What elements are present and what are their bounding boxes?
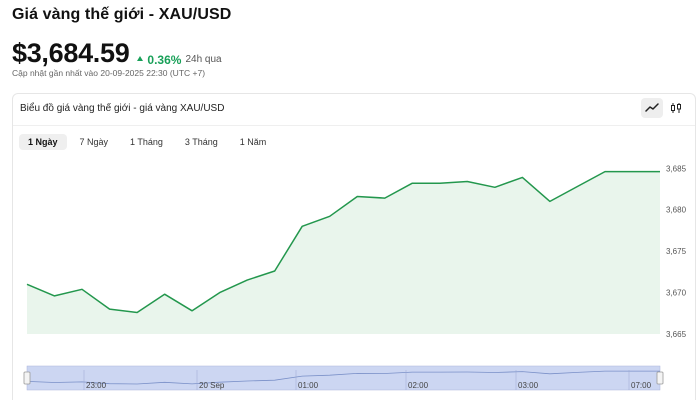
chart-view-toggle [641,98,687,118]
navigator-tick-label: 03:00 [518,381,539,390]
range-tabs: 1 Ngày 7 Ngày 1 Tháng 3 Tháng 1 Năm [19,134,275,150]
page-title: Giá vàng thế giới - XAU/USD [12,6,232,23]
price-row: $3,684.59 0.36% 24h qua [12,38,222,69]
navigator-line [26,370,660,385]
candlestick-view-button[interactable] [665,98,687,118]
y-tick-label: 3,680 [666,206,687,215]
navigator[interactable]: 23:00 20 Sep 01:00 02:00 03:00 07:00 [23,365,664,391]
y-tick-label: 3,685 [666,164,687,173]
tab-7-days[interactable]: 7 Ngày [79,137,109,147]
navigator-tick-label: 02:00 [408,381,429,390]
navigator-left-handle[interactable] [23,371,31,385]
navigator-tick-label: 23:00 [86,381,107,390]
tab-1-year[interactable]: 1 Năm [239,137,267,147]
navigator-tick-label: 07:00 [631,381,652,390]
line-view-button[interactable] [641,98,663,118]
tab-1-day[interactable]: 1 Ngày [19,134,67,150]
last-updated: Cập nhật gần nhất vào 20-09-2025 22:30 (… [12,68,206,78]
price-area [27,171,660,334]
y-tick-label: 3,665 [666,330,687,339]
change-period: 24h qua [185,54,222,65]
price-change-value: 0.36% [147,52,182,67]
tab-1-month[interactable]: 1 Tháng [130,137,163,147]
tab-3-months[interactable]: 3 Tháng [184,137,218,147]
arrow-up-icon [137,56,144,61]
line-chart-icon [645,103,659,112]
y-tick-label: 3,670 [666,289,687,298]
current-price: $3,684.59 [12,38,130,68]
navigator-tick-label: 01:00 [298,381,319,390]
navigator-right-handle[interactable] [656,371,664,385]
candlestick-icon [671,103,681,113]
chart-card-title: Biểu đồ giá vàng thế giới - giá vàng XAU… [20,103,225,114]
price-change: 0.36% [137,53,181,67]
navigator-selection[interactable] [26,365,661,391]
price-line [26,170,660,314]
y-axis: 3,665 3,670 3,675 3,680 3,685 [666,164,687,339]
chart-card-header: Biểu đồ giá vàng thế giới - giá vàng XAU… [13,94,695,126]
y-tick-label: 3,675 [666,247,687,256]
navigator-tick-label: 20 Sep [199,381,225,390]
